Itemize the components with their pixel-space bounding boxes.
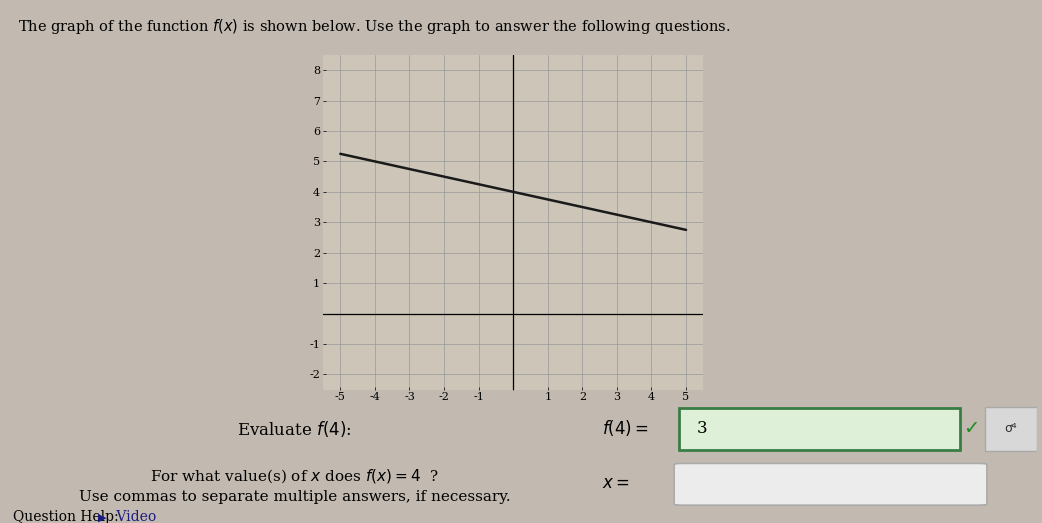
Text: The graph of the function $f(x)$ is shown below. Use the graph to answer the fol: The graph of the function $f(x)$ is show… — [18, 17, 730, 36]
FancyBboxPatch shape — [678, 408, 960, 450]
Text: 3: 3 — [697, 420, 708, 437]
Text: $x = $: $x = $ — [601, 475, 629, 492]
Text: ▶: ▶ — [98, 512, 106, 522]
Text: Video: Video — [113, 510, 156, 523]
Text: Question Help:: Question Help: — [14, 510, 119, 523]
FancyBboxPatch shape — [985, 407, 1037, 451]
Text: $f(4) = $: $f(4) = $ — [601, 418, 648, 438]
Text: ơ⁴: ơ⁴ — [1004, 422, 1017, 435]
FancyBboxPatch shape — [674, 463, 987, 505]
Text: ✓: ✓ — [963, 419, 979, 438]
Text: For what value(s) of $x$ does $f(x) = 4$  ?: For what value(s) of $x$ does $f(x) = 4$… — [150, 467, 439, 485]
Text: Use commas to separate multiple answers, if necessary.: Use commas to separate multiple answers,… — [78, 490, 511, 504]
Text: Evaluate $f(4)$:: Evaluate $f(4)$: — [238, 419, 351, 439]
